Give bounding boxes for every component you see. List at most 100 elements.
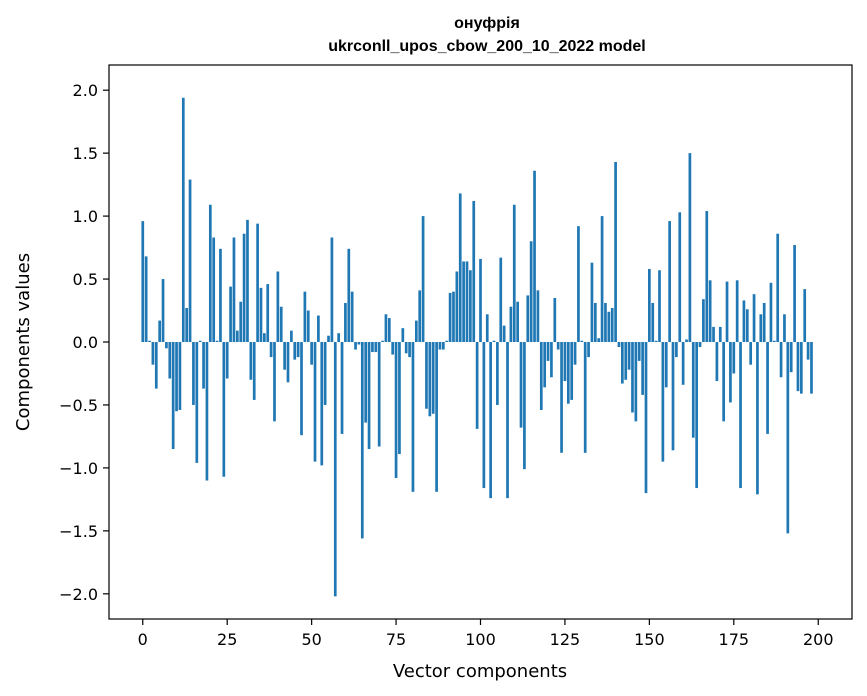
x-tick-label: 50	[301, 630, 321, 649]
bar	[205, 342, 209, 481]
bar	[340, 342, 344, 434]
bar	[367, 342, 371, 450]
y-tick-label: 1.5	[73, 144, 98, 163]
bar	[249, 342, 253, 380]
bar	[168, 342, 172, 379]
bar	[526, 295, 530, 342]
chart-subtitle: ukrconll_upos_cbow_200_10_2022 model	[328, 38, 645, 55]
bar	[610, 308, 614, 342]
bar	[414, 320, 418, 342]
bar	[161, 279, 165, 342]
y-axis-ticks: 2.0 1.5 1.0 0.5 0.0 −0.5 −1.0 −1.5 −2.0	[59, 81, 109, 604]
y-tick-label: −0.5	[59, 396, 98, 415]
bar	[438, 342, 442, 350]
bar	[519, 342, 523, 428]
bar	[769, 282, 773, 342]
bar	[806, 342, 810, 360]
y-tick-label: −2.0	[59, 585, 98, 604]
bar	[290, 330, 293, 342]
bar	[279, 306, 283, 342]
bar	[722, 342, 726, 422]
bar	[533, 170, 536, 342]
bar	[783, 314, 786, 342]
bar	[796, 342, 800, 392]
y-tick-label: −1.5	[59, 522, 98, 541]
bar	[793, 245, 796, 342]
bar	[712, 326, 715, 342]
bar	[151, 342, 155, 365]
bar	[242, 233, 246, 342]
bar	[566, 342, 570, 404]
bar	[772, 340, 776, 342]
bar	[381, 340, 384, 342]
bar	[644, 342, 648, 494]
bar	[452, 291, 455, 342]
bar	[310, 342, 313, 365]
bar	[455, 271, 459, 342]
bar	[350, 291, 354, 342]
bar	[803, 289, 807, 342]
bar	[779, 342, 783, 378]
bar	[441, 342, 445, 350]
bar	[810, 342, 813, 394]
bar	[756, 342, 759, 495]
bar	[627, 342, 631, 370]
bar	[523, 342, 526, 470]
bar	[664, 342, 668, 388]
x-tick-label: 150	[634, 630, 665, 649]
x-tick-label: 175	[719, 630, 750, 649]
bars-group	[141, 97, 813, 597]
bar	[742, 300, 746, 342]
bar	[344, 302, 347, 342]
bar	[317, 315, 320, 342]
bar	[323, 342, 327, 405]
x-tick-label: 125	[550, 630, 581, 649]
bar	[219, 248, 222, 342]
bar	[678, 212, 682, 342]
bar	[327, 335, 330, 342]
bar	[185, 308, 189, 342]
bar	[695, 342, 698, 489]
bar	[347, 248, 351, 342]
bar	[698, 342, 702, 348]
bar	[462, 261, 465, 342]
bar	[479, 258, 482, 342]
bar	[259, 287, 263, 342]
bar	[560, 342, 563, 453]
bar	[607, 311, 611, 342]
bar	[718, 326, 722, 342]
bar	[377, 342, 381, 447]
bar	[263, 333, 266, 342]
bar	[573, 342, 577, 365]
bar	[675, 342, 678, 358]
bar	[303, 291, 307, 342]
bar	[583, 342, 587, 453]
bar	[357, 342, 361, 345]
bar	[624, 342, 628, 380]
plot-frame	[108, 64, 853, 620]
bar	[681, 342, 685, 385]
bar	[465, 261, 469, 342]
bar	[171, 342, 175, 450]
bar	[546, 342, 550, 361]
bar	[320, 342, 324, 466]
bar	[144, 256, 148, 342]
bar	[141, 221, 145, 342]
bar	[641, 342, 644, 395]
bar	[192, 342, 195, 405]
bar	[766, 342, 769, 434]
bar	[745, 309, 749, 342]
bar	[502, 325, 506, 342]
bar	[252, 342, 256, 400]
bar	[306, 310, 310, 342]
bar	[198, 340, 202, 342]
bar	[651, 302, 655, 342]
bar	[195, 342, 199, 463]
bar	[661, 342, 665, 462]
bar	[276, 271, 280, 342]
bar	[597, 338, 601, 342]
bar	[735, 280, 739, 342]
bar	[550, 342, 553, 378]
x-tick-label: 75	[386, 630, 406, 649]
bar	[671, 342, 675, 451]
